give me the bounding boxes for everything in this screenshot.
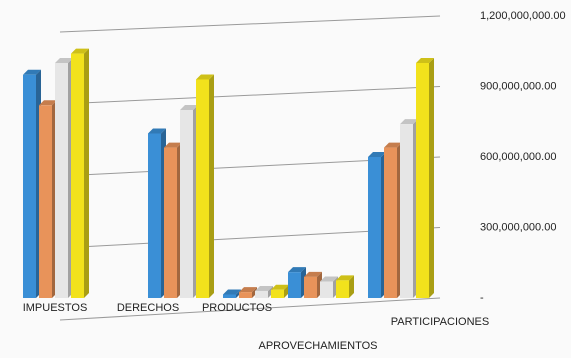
bar [23, 74, 36, 298]
bar-top [180, 105, 198, 110]
bar-top [164, 142, 182, 148]
bar-top [239, 287, 257, 293]
bar [239, 292, 252, 298]
grid-line [59, 86, 441, 105]
bar [180, 110, 193, 298]
bar [255, 290, 268, 298]
bar [400, 124, 413, 298]
bar [71, 53, 84, 298]
bar-top [23, 69, 41, 75]
y-tick-label: 1,200,000,000.00 [480, 10, 566, 22]
bar [288, 272, 301, 298]
bar-top [304, 271, 322, 277]
bar-side [284, 284, 289, 298]
x-tick-label: PRODUCTOS [202, 302, 272, 314]
bar-side [252, 287, 257, 298]
bar-top [196, 74, 214, 80]
bar [148, 133, 161, 298]
x-tick-label: DERECHOS [117, 302, 179, 314]
bar [384, 147, 397, 298]
bar [336, 280, 349, 298]
bar-side [349, 275, 354, 298]
bar-top [320, 276, 338, 282]
bar-side [429, 58, 434, 298]
y-tick-label: 900,000,000.00 [480, 80, 556, 92]
y-tick-label: - [480, 292, 484, 304]
bar [164, 147, 177, 298]
bar-side [209, 74, 214, 298]
bar [196, 79, 209, 298]
bar-top [400, 119, 418, 125]
bar-top [288, 267, 306, 273]
bar-side [268, 285, 273, 298]
grid-line [59, 297, 441, 321]
bar [39, 105, 52, 298]
bar-top [384, 142, 402, 148]
bar [223, 294, 236, 298]
bar-top [148, 128, 166, 134]
bar-top [255, 285, 273, 291]
bar [320, 281, 333, 298]
bar [368, 157, 381, 298]
bar-top [336, 275, 354, 281]
bar-top [39, 100, 57, 106]
bar-top [71, 48, 89, 54]
y-tick-label: 300,000,000.00 [480, 221, 556, 233]
bar-top [271, 284, 289, 290]
bar-top [416, 58, 434, 63]
bar-top [55, 58, 73, 63]
bar [55, 63, 68, 298]
bar [271, 289, 284, 298]
bar-top [368, 152, 386, 157]
bar [416, 63, 429, 298]
bar [304, 276, 317, 298]
grid-line [59, 15, 441, 33]
bar-side [84, 48, 89, 298]
bar-top [223, 289, 241, 295]
x-tick-label: APROVECHAMIENTOS [259, 340, 378, 352]
x-tick-label: PARTICIPACIONES [391, 316, 489, 328]
x-tick-label: IMPUESTOS [23, 302, 88, 314]
y-tick-label: 600,000,000.00 [480, 151, 556, 163]
